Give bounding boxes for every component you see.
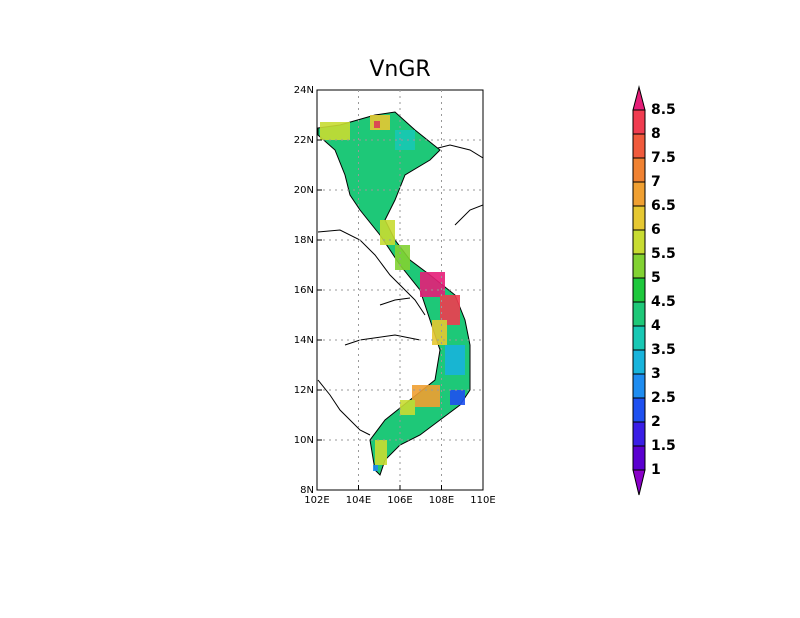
y-tick-label: 10N [294, 435, 314, 446]
colorbar-segment [632, 229, 646, 255]
y-tick-label: 20N [294, 185, 314, 196]
colorbar-segment [632, 325, 646, 351]
colorbar-label: 1 [651, 462, 661, 478]
colorbar-label: 3.5 [651, 342, 676, 358]
colorbar-segment [632, 421, 646, 447]
colorbar-segment [632, 157, 646, 183]
colorbar-segment [632, 253, 646, 279]
vietnam-land [317, 111, 471, 476]
colorbar-over [632, 85, 646, 111]
colorbar-label: 8.5 [651, 102, 676, 118]
colorbar-segment [632, 277, 646, 303]
colorbar-segment [632, 133, 646, 159]
colorbar-label: 7 [651, 174, 661, 190]
colorbar-label: 7.5 [651, 150, 676, 166]
y-tick-label: 22N [294, 135, 314, 146]
colorbar-segment [632, 109, 646, 135]
colorbar-label: 2 [651, 414, 661, 430]
colorbar-under [632, 469, 646, 496]
x-tick-label: 110E [470, 495, 495, 506]
map-layer [316, 89, 484, 491]
colorbar-label: 6 [651, 222, 661, 238]
colorbar-label: 2.5 [651, 390, 676, 406]
colorbar-label: 8 [651, 126, 661, 142]
y-tick-label: 16N [294, 285, 314, 296]
colorbar-segment [632, 349, 646, 375]
x-tick-label: 102E [304, 495, 329, 506]
colorbar-label: 6.5 [651, 198, 676, 214]
colorbar-label: 1.5 [651, 438, 676, 454]
colorbar-segment [632, 373, 646, 399]
x-tick-label: 104E [346, 495, 371, 506]
colorbar-label: 4.5 [651, 294, 676, 310]
colorbar-segment [632, 301, 646, 327]
colorbar-segment [632, 397, 646, 423]
y-tick-label: 8N [300, 485, 314, 496]
y-tick-label: 18N [294, 235, 314, 246]
colorbar-label: 5.5 [651, 246, 676, 262]
colorbar-segment [632, 445, 646, 471]
y-tick-label: 14N [294, 335, 314, 346]
y-tick-label: 24N [294, 85, 314, 96]
colorbar-segment [632, 205, 646, 231]
y-tick-label: 12N [294, 385, 314, 396]
colorbar-label: 4 [651, 318, 661, 334]
value-patches [320, 115, 465, 471]
x-tick-label: 108E [429, 495, 454, 506]
colorbar-segment [632, 181, 646, 207]
map-title: VnGR [369, 57, 430, 82]
colorbar-label: 3 [651, 366, 661, 382]
neighbor-borders [317, 144, 483, 436]
colorbar-label: 5 [651, 270, 661, 286]
x-tick-label: 106E [387, 495, 412, 506]
